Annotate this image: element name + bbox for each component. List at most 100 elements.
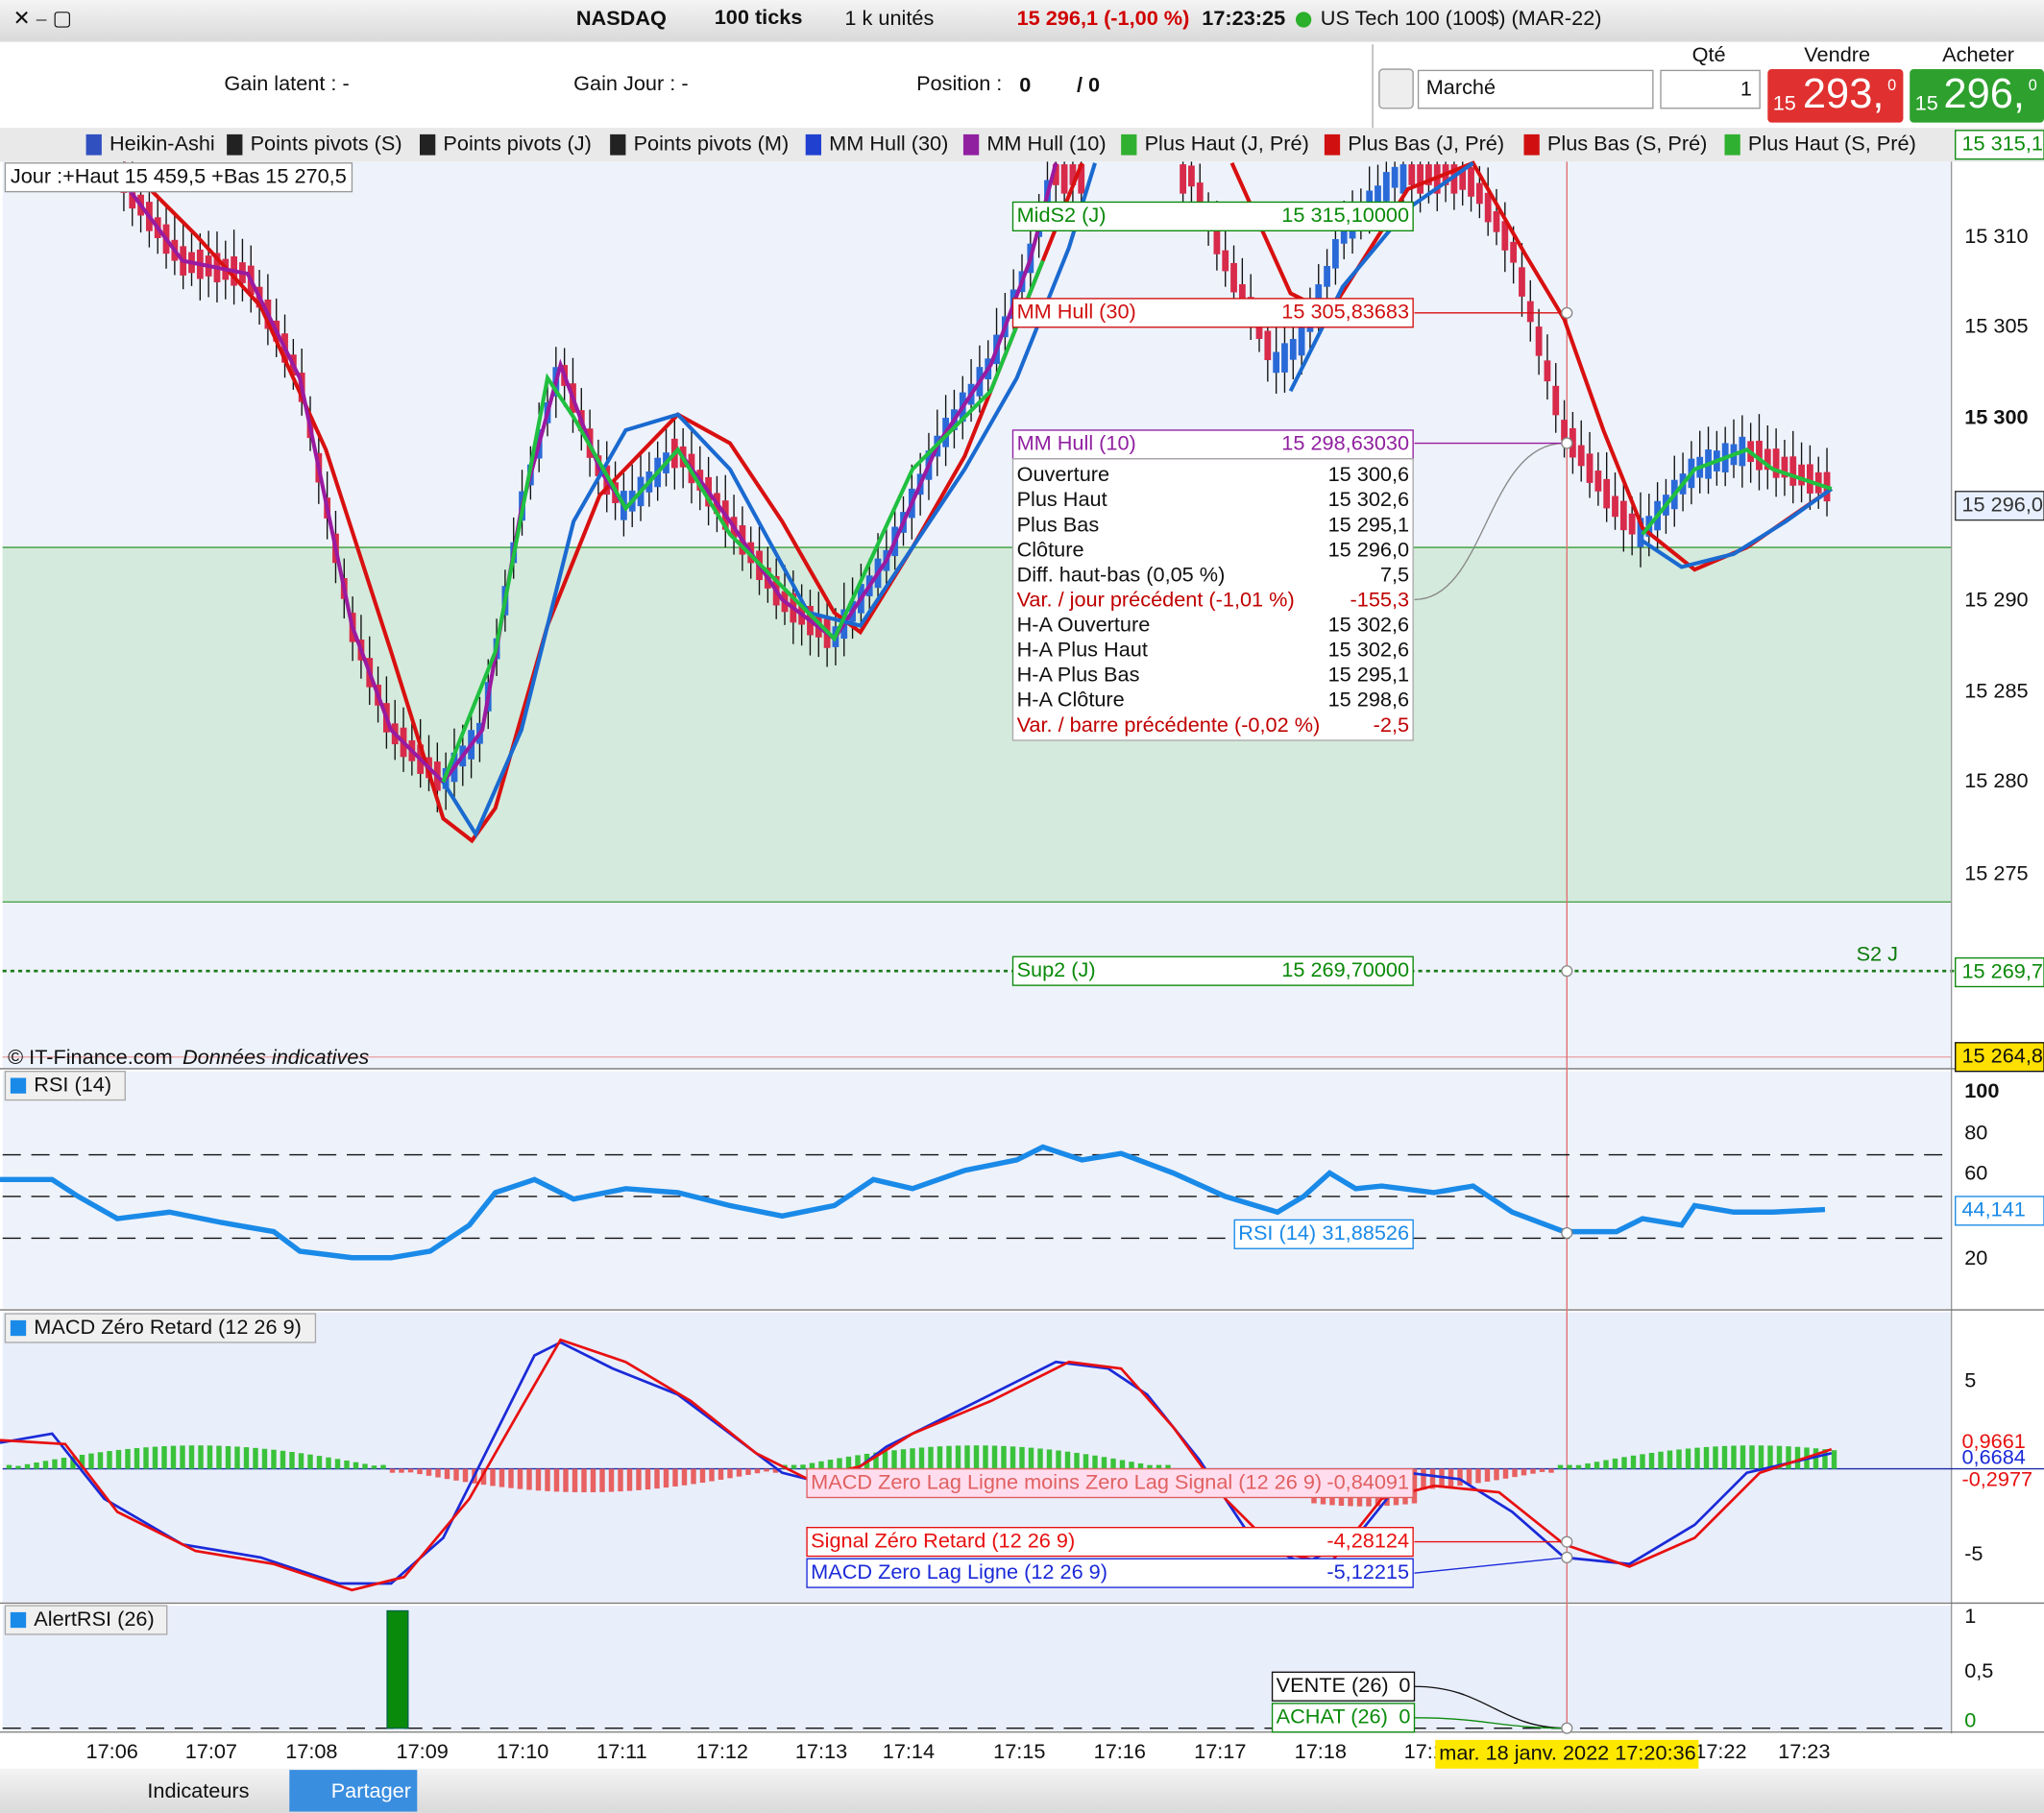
label-value: 15 269,70000 [1281, 957, 1409, 981]
candle [1213, 225, 1221, 254]
rsi-tick: 100 [1964, 1078, 1999, 1102]
price-tag-label: 15 269,7 [1962, 958, 2043, 982]
qty-box[interactable] [1660, 69, 1761, 109]
label-box [806, 1467, 1414, 1499]
histogram-bar [581, 1468, 587, 1493]
candle [1399, 164, 1407, 194]
candle [1238, 283, 1246, 305]
ticks[interactable]: 100 ticks [715, 5, 803, 29]
panel-icon [10, 1611, 27, 1629]
candle [1425, 164, 1432, 185]
qty[interactable]: 1 [1740, 76, 1752, 100]
label-value: 15 315,10000 [1281, 203, 1409, 227]
indicator-tab[interactable]: Points pivots (M) [634, 131, 790, 155]
indicators-button[interactable]: Indicateurs [147, 1778, 249, 1802]
histogram-bar [1648, 1452, 1655, 1469]
candle [1281, 343, 1288, 373]
histogram-bar [1721, 1445, 1728, 1469]
histogram-bar [910, 1448, 915, 1469]
label-value: 0 [1399, 1673, 1410, 1697]
histogram-bar [983, 1445, 988, 1469]
indicator-tab[interactable]: Points pivots (S) [251, 131, 402, 155]
histogram-bar [326, 1457, 331, 1469]
tooltip-value: 15 296,0 [1328, 537, 1409, 561]
candle [1332, 239, 1339, 269]
histogram-bar [243, 1447, 250, 1469]
label-name: RSI (14) [1238, 1221, 1316, 1245]
share-button[interactable]: Partager [331, 1778, 411, 1802]
price-tag-label: 15 315,1 [1962, 131, 2043, 155]
indicator-bar [0, 128, 2044, 162]
histogram-bar [1658, 1451, 1664, 1469]
histogram-bar [599, 1468, 605, 1492]
indicator-tab[interactable]: Points pivots (J) [443, 131, 591, 155]
histogram-bar [389, 1468, 396, 1473]
sell-frac[interactable]: 0 [1887, 77, 1896, 94]
histogram-bar [1557, 1464, 1564, 1469]
histogram-bar [225, 1445, 231, 1469]
label-box [1271, 1671, 1416, 1702]
price-tick: 15 310 [1964, 224, 2028, 248]
histogram-bar [699, 1468, 706, 1484]
tab-icon [962, 133, 980, 156]
candle [1789, 456, 1797, 486]
candle [1222, 250, 1229, 272]
indicator-tab[interactable]: Plus Haut (J, Pré) [1145, 131, 1309, 155]
histogram-bar [88, 1453, 94, 1469]
candle [1078, 164, 1085, 194]
histogram-bar [809, 1462, 815, 1469]
histogram-bar [1137, 1462, 1144, 1469]
price-tag [1955, 491, 2044, 521]
time-tick: 17:22 [1694, 1739, 1746, 1763]
order-type[interactable]: Marché [1426, 75, 1496, 99]
histogram-bar [426, 1468, 432, 1476]
indicator-tab[interactable]: Plus Haut (S, Pré) [1748, 131, 1916, 155]
sell-button[interactable] [1767, 69, 1904, 123]
histogram-bar [991, 1445, 998, 1469]
histogram-bar [1694, 1447, 1700, 1469]
buy-button[interactable] [1910, 69, 2044, 123]
sell-big[interactable]: 15 [1773, 90, 1796, 114]
indicator-tab[interactable]: MM Hull (10) [986, 131, 1106, 155]
macd-tag: 0,6684 [1962, 1444, 2026, 1468]
histogram-bar [399, 1468, 404, 1473]
histogram-bar [125, 1448, 131, 1469]
price-tick: 15 300 [1964, 404, 2028, 428]
buy-big[interactable]: 15 [1915, 90, 1938, 114]
label-name: MACD Zero Lag Ligne (12 26 9) [811, 1559, 1107, 1583]
units[interactable]: 1 k unités [844, 6, 934, 30]
price-tag [1955, 956, 2044, 988]
buy-frac[interactable]: 0 [2029, 77, 2037, 94]
tab-icon [610, 133, 626, 156]
label-value: 15 298,63030 [1281, 431, 1409, 455]
tooltip [1011, 458, 1414, 741]
tab-icon [1324, 133, 1341, 156]
indicator-tab[interactable]: Heikin-Ashi [110, 131, 215, 155]
indicator-tab[interactable]: MM Hull (30) [829, 131, 948, 155]
histogram-bar [681, 1468, 688, 1486]
market[interactable]: NASDAQ [576, 6, 667, 30]
candle [1544, 360, 1551, 382]
histogram-bar [371, 1465, 377, 1469]
label-box [1011, 955, 1414, 986]
histogram-bar [764, 1468, 769, 1472]
time-tick: 17:07 [185, 1739, 237, 1763]
sell-price[interactable]: 293, [1803, 71, 1884, 117]
buy-price[interactable]: 296, [1944, 71, 2025, 117]
order-type-box[interactable] [1417, 69, 1654, 109]
candle [1493, 210, 1500, 232]
disclaimer: Données indicatives [182, 1045, 369, 1069]
histogram-bar [1475, 1468, 1481, 1484]
indicator-tab[interactable]: Plus Bas (J, Pré) [1348, 131, 1504, 155]
time-tick: 17:12 [696, 1739, 748, 1763]
buy-label: Acheter [1942, 42, 2014, 66]
indicator-tab[interactable]: Plus Bas (S, Pré) [1547, 131, 1707, 155]
price-tick: 15 285 [1964, 678, 2028, 702]
alert-tick: 0 [1964, 1708, 1976, 1732]
time: 17:23:25 [1202, 6, 1285, 30]
histogram-bar [1457, 1468, 1463, 1487]
time-tick: 17:23 [1778, 1739, 1830, 1763]
histogram-bar [1521, 1468, 1527, 1476]
tooltip-value: -155,3 [1350, 587, 1410, 611]
